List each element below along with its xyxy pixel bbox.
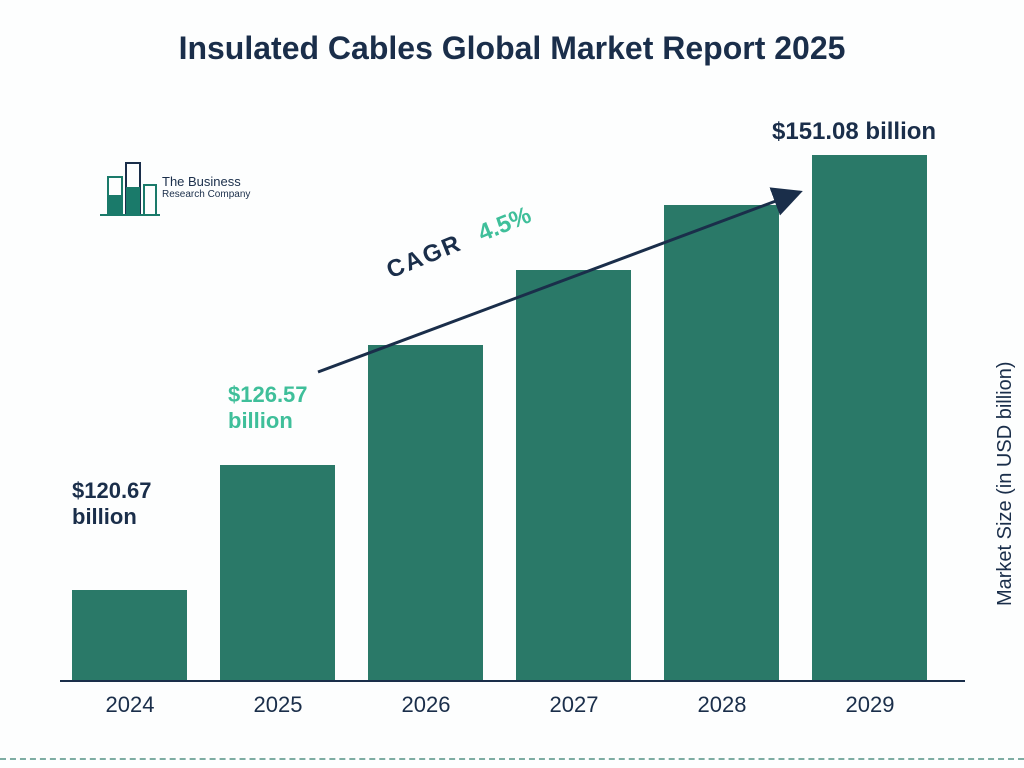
bar-2026	[368, 345, 483, 680]
bar-2029	[812, 155, 927, 680]
xlabel-2025: 2025	[203, 692, 353, 718]
cagr-value: 4.5%	[474, 202, 535, 248]
value-label-2025: $126.57 billion	[228, 382, 308, 435]
value-label-2024: $120.67 billion	[72, 478, 152, 531]
cagr-label: CAGR 4.5%	[383, 202, 536, 285]
xlabel-2024: 2024	[55, 692, 205, 718]
value-2024-line2: billion	[72, 504, 152, 530]
xlabel-2029: 2029	[795, 692, 945, 718]
logo-text: The Business Research Company	[162, 175, 250, 200]
page-root: Insulated Cables Global Market Report 20…	[0, 0, 1024, 768]
value-label-2029: $151.08 billion	[772, 118, 936, 147]
x-axis-line	[60, 680, 965, 682]
xlabel-2028: 2028	[647, 692, 797, 718]
bar-2028	[664, 205, 779, 680]
xlabel-2027: 2027	[499, 692, 649, 718]
cagr-text: CAGR	[383, 230, 466, 285]
value-2025-line1: $126.57	[228, 382, 308, 408]
value-2025-line2: billion	[228, 408, 308, 434]
footer-dashed-line	[0, 758, 1024, 760]
logo-line2: Research Company	[162, 189, 250, 200]
logo-line1: The Business	[162, 175, 250, 189]
xlabel-2026: 2026	[351, 692, 501, 718]
company-logo: The Business Research Company	[100, 155, 260, 225]
chart-title: Insulated Cables Global Market Report 20…	[0, 30, 1024, 67]
bar-2027	[516, 270, 631, 680]
bar-2024	[72, 590, 187, 680]
value-2029-line1: $151.08 billion	[772, 118, 936, 145]
y-axis-label: Market Size (in USD billion)	[995, 362, 1018, 607]
value-2024-line1: $120.67	[72, 478, 152, 504]
bar-2025	[220, 465, 335, 680]
